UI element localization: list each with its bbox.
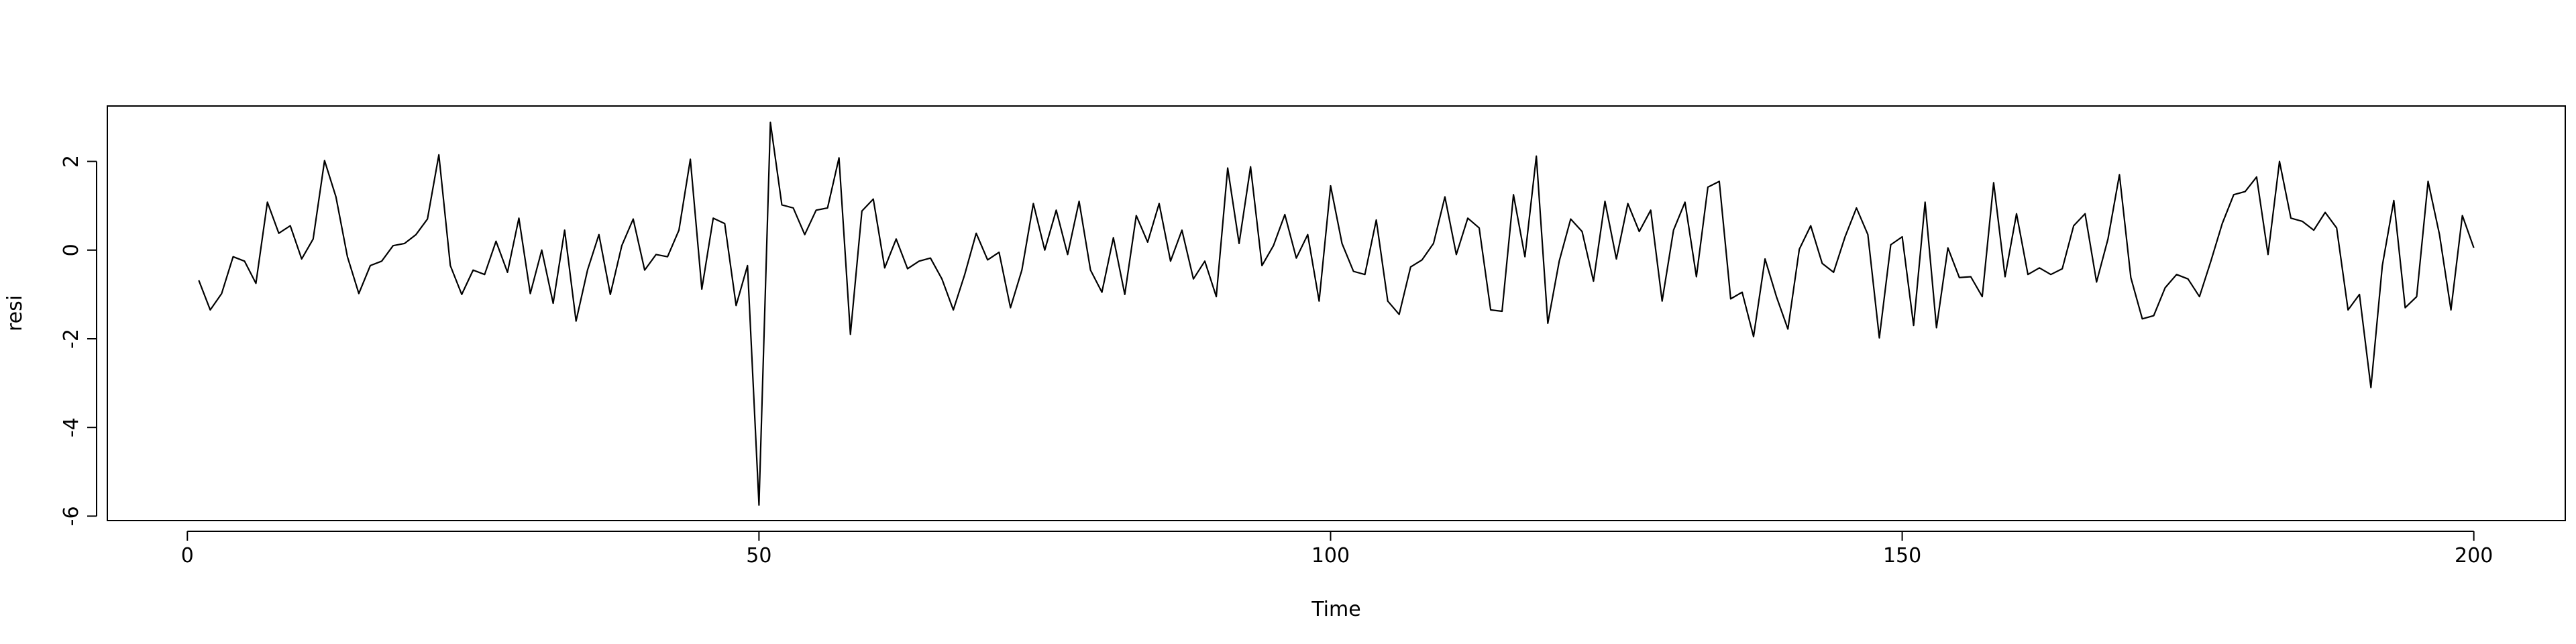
- x-tick-label: 50: [746, 544, 771, 568]
- x-axis-title: Time: [1311, 598, 1360, 621]
- x-axis: 0 50 100 150 200: [181, 531, 2493, 568]
- series-line-resi: [198, 121, 2475, 506]
- y-axis: -6 -4 -2 0 2: [60, 155, 97, 526]
- y-tick-label: -2: [60, 329, 83, 349]
- plot-frame: [107, 105, 2566, 521]
- y-tick-label: -6: [60, 506, 83, 526]
- x-tick-label: 100: [1311, 544, 1350, 568]
- x-tick-label: 150: [1883, 544, 1921, 568]
- y-tick-label: 2: [60, 155, 83, 168]
- x-tick-label: 200: [2455, 544, 2493, 568]
- x-tick-label: 0: [181, 544, 194, 568]
- y-tick-label: 0: [60, 244, 83, 256]
- y-axis-title: resi: [3, 295, 27, 331]
- y-tick-label: -4: [60, 417, 83, 437]
